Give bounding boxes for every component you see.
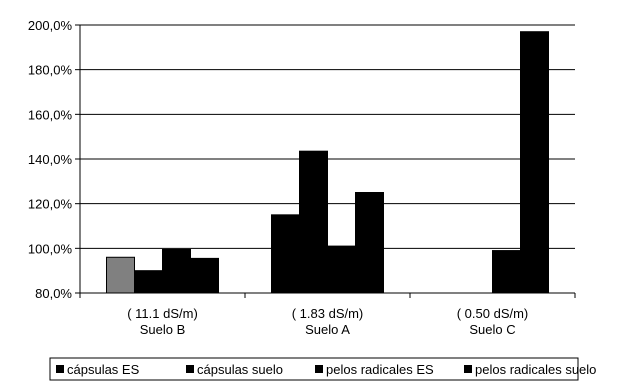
legend-label: cápsulas suelo — [197, 362, 283, 377]
category-label-value: ( 11.1 dS/m) — [127, 306, 198, 321]
legend-swatch — [186, 365, 194, 373]
category-label-value: ( 0.50 dS/m) — [457, 306, 529, 321]
bar-1-1 — [299, 150, 328, 294]
legend-label: cápsulas ES — [67, 362, 140, 377]
y-tick-label: 100,0% — [28, 241, 73, 256]
bar-3-1 — [355, 192, 384, 294]
y-tick-label: 140,0% — [28, 152, 73, 167]
y-tick-label: 80,0% — [35, 286, 72, 301]
legend-swatch — [56, 365, 64, 373]
x-axis: ( 11.1 dS/m)Suelo B ( 1.83 dS/m)Suelo A ( … — [79, 292, 576, 337]
bar-3-0 — [190, 257, 219, 294]
legend-swatch — [464, 365, 472, 373]
bar-2-2 — [492, 250, 521, 294]
category-label-name: Suelo C — [469, 322, 515, 337]
bar-3-2 — [520, 31, 549, 294]
category-label-value: ( 1.83 dS/m) — [292, 306, 364, 321]
y-axis: 80,0% 100,0% 120,0% 140,0% 160,0% 180,0% 200,0… — [28, 18, 81, 301]
legend-label: pelos radicales ES — [326, 362, 434, 377]
bar-2-1 — [327, 245, 356, 294]
legend-box — [49, 357, 579, 381]
bar-2-0 — [162, 248, 191, 294]
category-label-name: Suelo A — [305, 322, 350, 337]
legend-swatch — [315, 365, 323, 373]
y-tick-label: 120,0% — [28, 197, 73, 212]
legend: cápsulas ES cápsulas suelo pelos radicales… — [49, 357, 596, 381]
y-tick-label: 180,0% — [28, 63, 73, 78]
category-label-name: Suelo B — [140, 322, 186, 337]
legend-label: pelos radicales suelo — [475, 362, 596, 377]
y-tick-label: 160,0% — [28, 107, 73, 122]
y-tick-label: 200,0% — [28, 18, 73, 33]
bar-1-0 — [134, 270, 163, 294]
bar-0-1 — [271, 214, 300, 294]
bars — [106, 31, 549, 294]
bar-0-0 — [106, 256, 135, 294]
